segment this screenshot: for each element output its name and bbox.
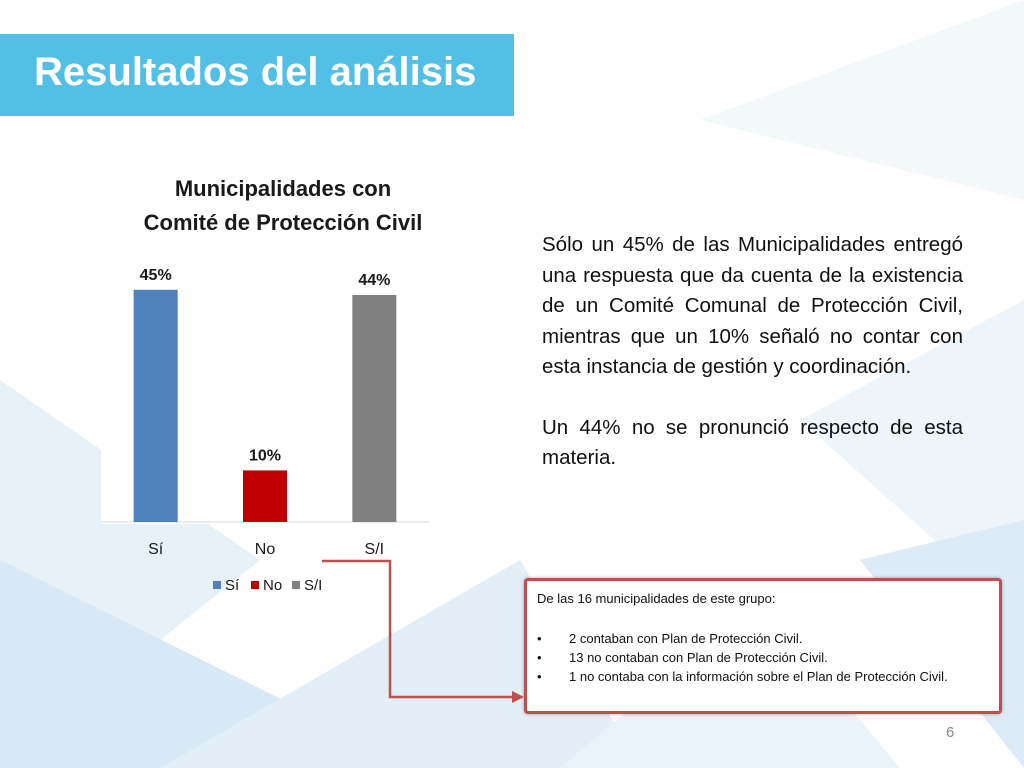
legend-label-2: S/I (304, 577, 322, 594)
connector-arrow-head (512, 691, 524, 703)
body-paragraph-1: Sólo un 45% de las Municipalidades entre… (542, 233, 963, 378)
legend-swatch-2 (292, 581, 300, 589)
note-item: 2 contaban con Plan de Protección Civil. (537, 629, 992, 648)
legend-label-0: Sí (225, 577, 240, 594)
data-label-2: 44% (358, 272, 390, 289)
bar-2 (352, 294, 397, 522)
x-tick-label-0: Sí (148, 541, 164, 558)
bar-0 (133, 289, 178, 522)
note-box: De las 16 municipalidades de este grupo:… (524, 578, 1002, 714)
slide-title: Resultados del análisis (34, 50, 477, 94)
chart-title-line-1: Municipalidades con (174, 176, 392, 201)
note-item: 13 no contaban con Plan de Protección Ci… (537, 648, 992, 667)
note-list: 2 contaban con Plan de Protección Civil.… (537, 629, 992, 686)
page-number: 6 (946, 724, 955, 741)
data-label-0: 45% (140, 267, 172, 284)
body-paragraph-2: Un 44% no se pronunció respecto de esta … (542, 415, 963, 470)
chart-title: Municipalidades con Comité de Protección… (118, 172, 448, 240)
x-tick-label-1: No (255, 541, 276, 558)
note-item: 1 no contaba con la información sobre el… (537, 667, 992, 686)
note-intro: De las 16 municipalidades de este grupo: (537, 591, 776, 606)
body-text: Sólo un 45% de las Municipalidades entre… (542, 230, 963, 474)
bar-1 (243, 470, 287, 522)
legend-label-1: No (263, 577, 282, 594)
chart-title-line-2: Comité de Protección Civil (143, 210, 423, 235)
legend-swatch-1 (251, 581, 259, 589)
connector-arrow-line (322, 559, 514, 699)
title-bar (0, 34, 514, 116)
data-label-1: 10% (249, 447, 281, 464)
x-tick-label-2: S/I (365, 541, 385, 558)
legend-swatch-0 (213, 581, 221, 589)
